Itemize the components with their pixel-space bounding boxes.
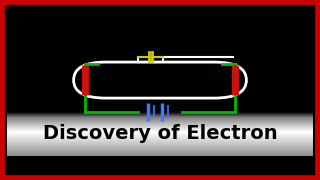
Text: Discovery of Electron: Discovery of Electron [43, 124, 277, 143]
